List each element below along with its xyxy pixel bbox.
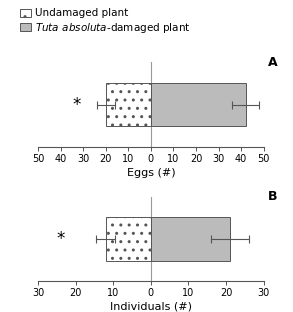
Legend: Undamaged plant, $\it{Tuta\ absoluta}$-damaged plant: Undamaged plant, $\it{Tuta\ absoluta}$-d…	[20, 8, 191, 35]
Bar	[106, 217, 151, 261]
Bar	[151, 83, 246, 126]
Text: A: A	[268, 56, 278, 69]
Bar	[151, 217, 230, 261]
X-axis label: Eggs (#): Eggs (#)	[127, 168, 175, 178]
X-axis label: Individuals (#): Individuals (#)	[110, 302, 192, 312]
Text: *: *	[57, 230, 65, 248]
Text: *: *	[72, 95, 81, 114]
Text: B: B	[268, 190, 278, 203]
Bar	[106, 83, 151, 126]
